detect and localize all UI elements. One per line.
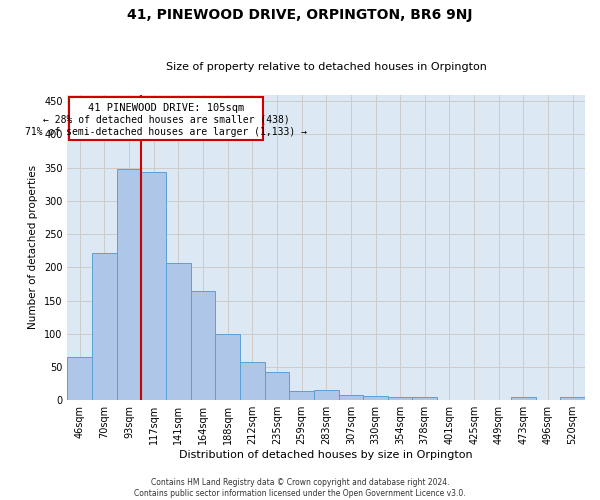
Bar xyxy=(388,397,412,400)
Bar xyxy=(191,290,215,400)
Bar xyxy=(338,395,363,400)
Bar xyxy=(511,397,536,400)
Bar xyxy=(142,172,166,400)
Title: Size of property relative to detached houses in Orpington: Size of property relative to detached ho… xyxy=(166,62,487,72)
Bar xyxy=(68,97,263,140)
Text: Contains HM Land Registry data © Crown copyright and database right 2024.
Contai: Contains HM Land Registry data © Crown c… xyxy=(134,478,466,498)
Bar xyxy=(560,397,585,400)
Bar xyxy=(412,397,437,400)
Text: 41, PINEWOOD DRIVE, ORPINGTON, BR6 9NJ: 41, PINEWOOD DRIVE, ORPINGTON, BR6 9NJ xyxy=(127,8,473,22)
Bar xyxy=(117,169,142,400)
Bar xyxy=(363,396,388,400)
Text: ← 28% of detached houses are smaller (438): ← 28% of detached houses are smaller (43… xyxy=(43,114,289,124)
Bar xyxy=(265,372,289,400)
Bar xyxy=(166,262,191,400)
Text: 41 PINEWOOD DRIVE: 105sqm: 41 PINEWOOD DRIVE: 105sqm xyxy=(88,103,244,113)
X-axis label: Distribution of detached houses by size in Orpington: Distribution of detached houses by size … xyxy=(179,450,473,460)
Y-axis label: Number of detached properties: Number of detached properties xyxy=(28,166,38,330)
Bar xyxy=(67,357,92,400)
Bar xyxy=(240,362,265,400)
Bar xyxy=(92,252,117,400)
Bar xyxy=(314,390,338,400)
Text: 71% of semi-detached houses are larger (1,133) →: 71% of semi-detached houses are larger (… xyxy=(25,126,307,136)
Bar xyxy=(215,334,240,400)
Bar xyxy=(289,391,314,400)
